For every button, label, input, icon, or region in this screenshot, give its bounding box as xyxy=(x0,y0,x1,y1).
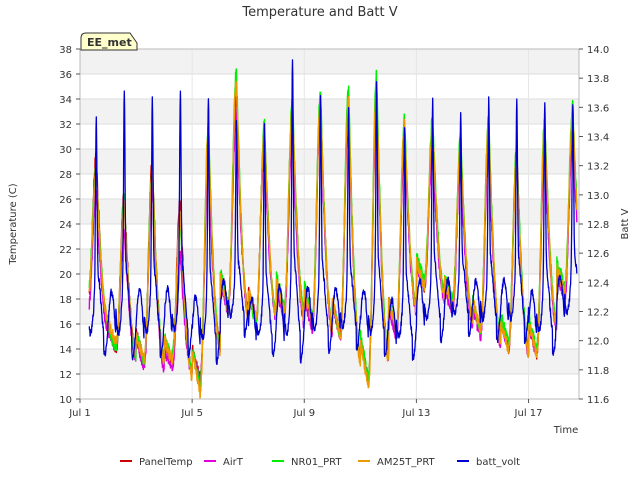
badge-label: EE_met xyxy=(87,36,132,49)
y-right-tick-label: 11.8 xyxy=(587,366,609,377)
legend-label: batt_volt xyxy=(476,457,520,468)
axis-ticks: 10 12 14 16 18 20 22 24 26 28 30 32 34 36 38 11.6 11.8 12… xyxy=(59,45,609,419)
plot-band xyxy=(80,149,579,174)
y-tick-label: 14 xyxy=(59,345,72,356)
legend-label: PanelTemp xyxy=(139,457,193,468)
y-tick-label: 26 xyxy=(59,195,72,206)
legend-label: AM25T_PRT xyxy=(377,457,436,468)
legend-label: NR01_PRT xyxy=(291,457,342,468)
y-right-tick-label: 12.4 xyxy=(587,278,609,289)
y-right-tick-label: 12.0 xyxy=(587,337,609,348)
y-right-tick-label: 13.0 xyxy=(587,191,609,202)
x-tick-label: Jul 5 xyxy=(180,408,203,419)
y-right-tick-label: 11.6 xyxy=(587,395,609,406)
plot-band xyxy=(80,199,579,224)
legend: PanelTemp AirT NR01_PRT AM25T_PRT batt_volt xyxy=(120,457,520,468)
y-tick-label: 24 xyxy=(59,220,72,231)
series-line-batt-volt xyxy=(88,59,578,366)
y-tick-label: 38 xyxy=(59,45,72,56)
y-tick-label: 32 xyxy=(59,120,72,131)
y-tick-label: 10 xyxy=(59,395,72,406)
y-axis-label: Temperature (C) xyxy=(8,183,19,265)
y-tick-label: 28 xyxy=(59,170,72,181)
x-axis-label: Time xyxy=(553,425,578,436)
x-tick-label: Jul 9 xyxy=(292,408,315,419)
y-tick-label: 18 xyxy=(59,295,72,306)
y-tick-label: 30 xyxy=(59,145,72,156)
series-lines xyxy=(88,59,578,399)
ee-met-badge: EE_met xyxy=(80,32,138,51)
y-right-tick-label: 13.2 xyxy=(587,162,609,173)
plot-band xyxy=(80,99,579,124)
x-tick-label: Jul 1 xyxy=(68,408,91,419)
y-tick-label: 16 xyxy=(59,320,72,331)
plot-band xyxy=(80,249,579,274)
y-tick-label: 22 xyxy=(59,245,72,256)
y-tick-label: 36 xyxy=(59,70,72,81)
y-tick-label: 12 xyxy=(59,370,72,381)
y-right-tick-label: 14.0 xyxy=(587,45,609,56)
y-tick-label: 34 xyxy=(59,95,72,106)
y-right-tick-label: 12.2 xyxy=(587,308,609,319)
y-axis-right-label: Batt V xyxy=(620,208,631,239)
y-right-tick-label: 12.6 xyxy=(587,249,609,260)
y-tick-label: 20 xyxy=(59,270,72,281)
y-right-tick-label: 12.8 xyxy=(587,220,609,231)
x-tick-label: Jul 17 xyxy=(514,408,543,419)
plot-band xyxy=(80,49,579,74)
legend-label: AirT xyxy=(223,457,244,468)
y-right-tick-label: 13.8 xyxy=(587,74,609,85)
chart-title: Temperature and Batt V xyxy=(241,5,397,20)
y-right-tick-label: 13.6 xyxy=(587,103,609,114)
x-tick-label: Jul 13 xyxy=(401,408,430,419)
y-right-tick-label: 13.4 xyxy=(587,133,609,144)
